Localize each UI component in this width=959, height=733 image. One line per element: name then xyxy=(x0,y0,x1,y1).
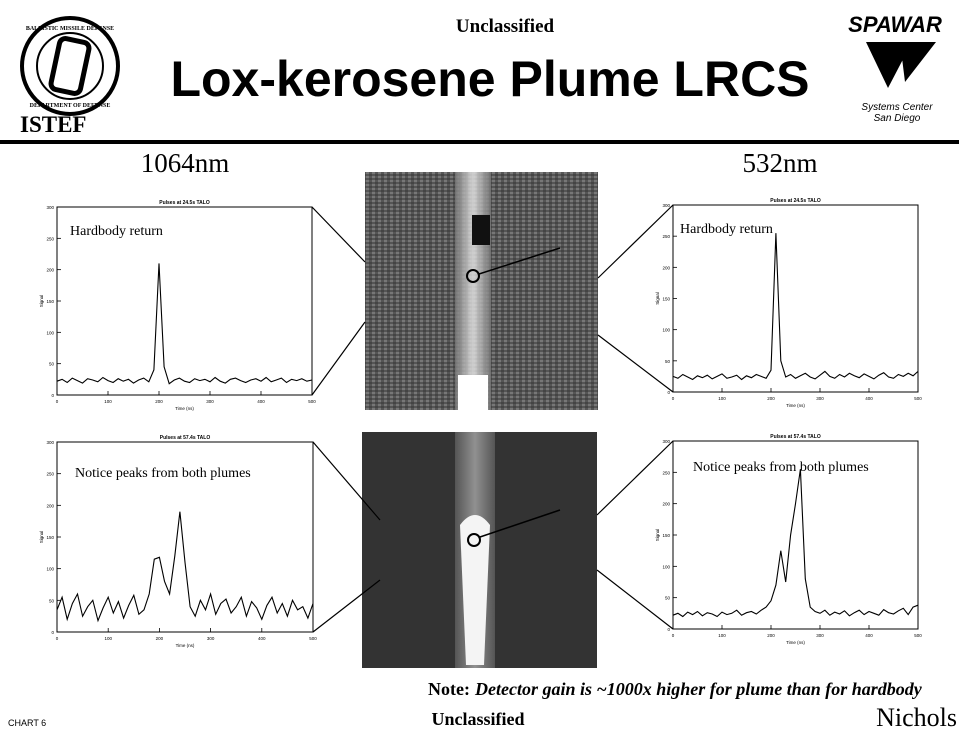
y-tick-label: 50 xyxy=(49,362,55,367)
x-axis-label: Time (ns) xyxy=(786,403,805,408)
y-tick-label: 100 xyxy=(46,330,54,335)
y-tick-label: 300 xyxy=(662,439,670,444)
plot-title: Pulses at 57.4s TALO xyxy=(160,435,211,441)
image-rocket xyxy=(455,172,491,410)
x-tick-label: 200 xyxy=(156,636,164,641)
x-tick-label: 100 xyxy=(718,633,726,638)
spawar-sub-1: Systems Center xyxy=(861,102,933,113)
y-tick-label: 100 xyxy=(662,564,670,569)
x-tick-label: 300 xyxy=(816,396,824,401)
title: Lox-kerosene Plume LRCS xyxy=(170,51,809,107)
y-tick-label: 50 xyxy=(665,359,671,364)
note-label: Note: xyxy=(428,679,470,699)
y-tick-label: 200 xyxy=(46,268,54,273)
image-body xyxy=(472,215,490,245)
y-tick-label: 250 xyxy=(46,472,54,477)
column-label-left: 1064nm xyxy=(141,148,230,178)
spawar-sub-2: San Diego xyxy=(874,113,921,124)
x-tick-label: 500 xyxy=(914,633,922,638)
x-tick-label: 100 xyxy=(718,396,726,401)
plot-annotation: Notice peaks from both plumes xyxy=(693,460,869,475)
x-tick-label: 300 xyxy=(816,633,824,638)
slide: BALLISTIC MISSILE DEFENSE DEPARTMENT OF … xyxy=(0,0,959,733)
y-tick-label: 50 xyxy=(49,598,55,603)
y-tick-label: 300 xyxy=(662,203,670,208)
y-tick-label: 300 xyxy=(46,440,54,445)
plot-title: Pulses at 24.5s TALO xyxy=(159,200,210,206)
seal-top-text: BALLISTIC MISSILE DEFENSE xyxy=(26,26,114,32)
plot-title: Pulses at 24.5s TALO xyxy=(770,198,821,204)
spawar-logo: SPAWAR xyxy=(848,12,942,37)
x-tick-label: 500 xyxy=(309,636,317,641)
istef-logo: ISTEF xyxy=(20,112,86,137)
y-tick-label: 150 xyxy=(46,299,54,304)
y-tick-label: 150 xyxy=(662,533,670,538)
x-axis-label: Time (ns) xyxy=(176,643,195,648)
note-text: Detector gain is ~1000x higher for plume… xyxy=(474,679,923,699)
seal-bottom-text: DEPARTMENT OF DEFENSE xyxy=(30,103,111,109)
column-label-right: 532nm xyxy=(742,148,817,178)
x-axis-label: Time (ns) xyxy=(175,406,194,411)
y-axis-label: Signal xyxy=(655,529,660,542)
y-tick-label: 150 xyxy=(662,297,670,302)
x-tick-label: 200 xyxy=(767,396,775,401)
y-tick-label: 200 xyxy=(46,503,54,508)
y-tick-label: 50 xyxy=(665,596,671,601)
y-tick-label: 200 xyxy=(662,265,670,270)
x-tick-label: 400 xyxy=(257,399,265,404)
classification-bottom: Unclassified xyxy=(431,709,524,729)
page: BALLISTIC MISSILE DEFENSE DEPARTMENT OF … xyxy=(0,0,959,733)
y-tick-label: 250 xyxy=(662,234,670,239)
y-tick-label: 200 xyxy=(662,502,670,507)
y-tick-label: 250 xyxy=(46,236,54,241)
x-tick-label: 400 xyxy=(258,636,266,641)
y-tick-label: 100 xyxy=(662,328,670,333)
x-tick-label: 300 xyxy=(207,636,215,641)
y-tick-label: 100 xyxy=(46,567,54,572)
x-tick-label: 200 xyxy=(155,399,163,404)
image-exhaust xyxy=(458,375,488,410)
header-rule xyxy=(0,140,959,144)
y-tick-label: 300 xyxy=(46,205,54,210)
plot-annotation: Notice peaks from both plumes xyxy=(75,466,251,481)
y-axis-label: Signal xyxy=(655,292,660,305)
y-tick-label: 150 xyxy=(46,535,54,540)
x-tick-label: 400 xyxy=(865,396,873,401)
x-tick-label: 300 xyxy=(206,399,214,404)
x-tick-label: 500 xyxy=(308,399,316,404)
x-axis-label: Time (ns) xyxy=(786,640,805,645)
plot-title: Pulses at 57.4s TALO xyxy=(770,434,821,440)
chart-number: CHART 6 xyxy=(8,718,46,728)
plot-annotation: Hardbody return xyxy=(680,222,773,237)
x-tick-label: 100 xyxy=(104,399,112,404)
classification-top: Unclassified xyxy=(456,16,555,37)
x-tick-label: 100 xyxy=(104,636,112,641)
signature: Nichols xyxy=(876,703,957,732)
y-axis-label: Signal xyxy=(39,531,44,544)
plot-annotation: Hardbody return xyxy=(70,224,163,239)
y-tick-label: 250 xyxy=(662,470,670,475)
x-tick-label: 400 xyxy=(865,633,873,638)
y-axis-label: Signal xyxy=(39,295,44,308)
x-tick-label: 200 xyxy=(767,633,775,638)
x-tick-label: 500 xyxy=(914,396,922,401)
